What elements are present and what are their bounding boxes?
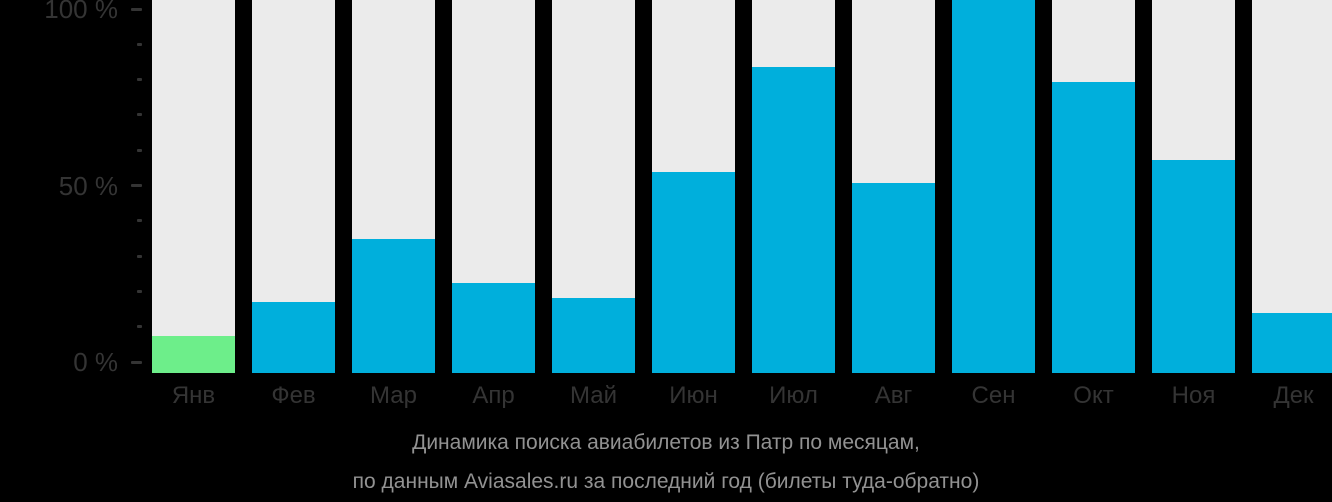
y-tick-label: 50 % [58,170,118,201]
bar-column: Июн [652,0,735,408]
y-minor-tick [137,254,142,258]
y-major-tick [131,184,142,187]
y-tick-label: 100 % [44,0,118,24]
chart-title: Динамика поиска авиабилетов из Патр по м… [412,431,920,454]
bar-column: Янв [152,0,235,408]
y-minor-tick [137,42,142,46]
bar-column: Дек [1252,0,1332,408]
y-tick-label: 0 % [73,347,118,377]
bar-column: Мар [352,0,435,408]
bar-column: Сен [952,0,1035,408]
bar-fill [952,0,1035,373]
bar-column: Фев [252,0,335,408]
bar-column: Окт [1052,0,1135,408]
y-minor-tick [137,289,142,293]
x-tick-label: Сен [971,382,1016,409]
y-minor-tick [137,78,142,82]
bar-column: Авг [852,0,935,408]
x-tick-label: Окт [1073,382,1114,409]
y-minor-tick [137,325,142,329]
x-tick-label: Мар [370,382,417,409]
y-minor-tick [137,113,142,117]
x-tick-label: Фев [271,382,316,409]
x-tick-label: Янв [171,382,216,409]
bar-column: Июл [752,0,835,408]
bar-column: Май [552,0,635,408]
x-tick-label: Июн [669,382,718,409]
bar-column: Ноя [1152,0,1235,408]
x-tick-label: Июл [769,382,818,409]
chart-subtitle: по данным Aviasales.ru за последний год … [352,470,980,493]
bar-fill [752,67,835,373]
x-tick-label: Авг [874,382,913,409]
y-major-tick [131,7,142,11]
bar-column: Апр [452,0,535,408]
y-minor-tick [137,219,142,223]
bar-fill [652,171,735,373]
chart-caption: Динамика поиска авиабилетов из Патр по м… [0,423,1332,501]
y-minor-tick [137,148,142,152]
y-major-tick [131,360,142,364]
x-tick-label: Апр [472,382,515,409]
bar-fill [552,298,635,373]
x-tick-label: Ноя [1171,382,1216,409]
bar-fill [1052,82,1135,373]
bar-fill [1252,313,1332,373]
y-axis: 0 % 50 % 100 % [0,0,152,377]
x-tick-label: Май [569,382,618,409]
plot-area: Янв Фев Мар Апр Май Июн Июл Авг Сен Окт Ноя Дек [152,0,1332,408]
x-tick-label: Дек [1273,382,1314,409]
bar-fill [252,302,335,373]
bar-fill [1152,160,1235,373]
bar-fill [452,283,535,373]
bar-fill [352,238,435,373]
bar-fill [852,182,935,373]
bar-fill [152,335,235,373]
